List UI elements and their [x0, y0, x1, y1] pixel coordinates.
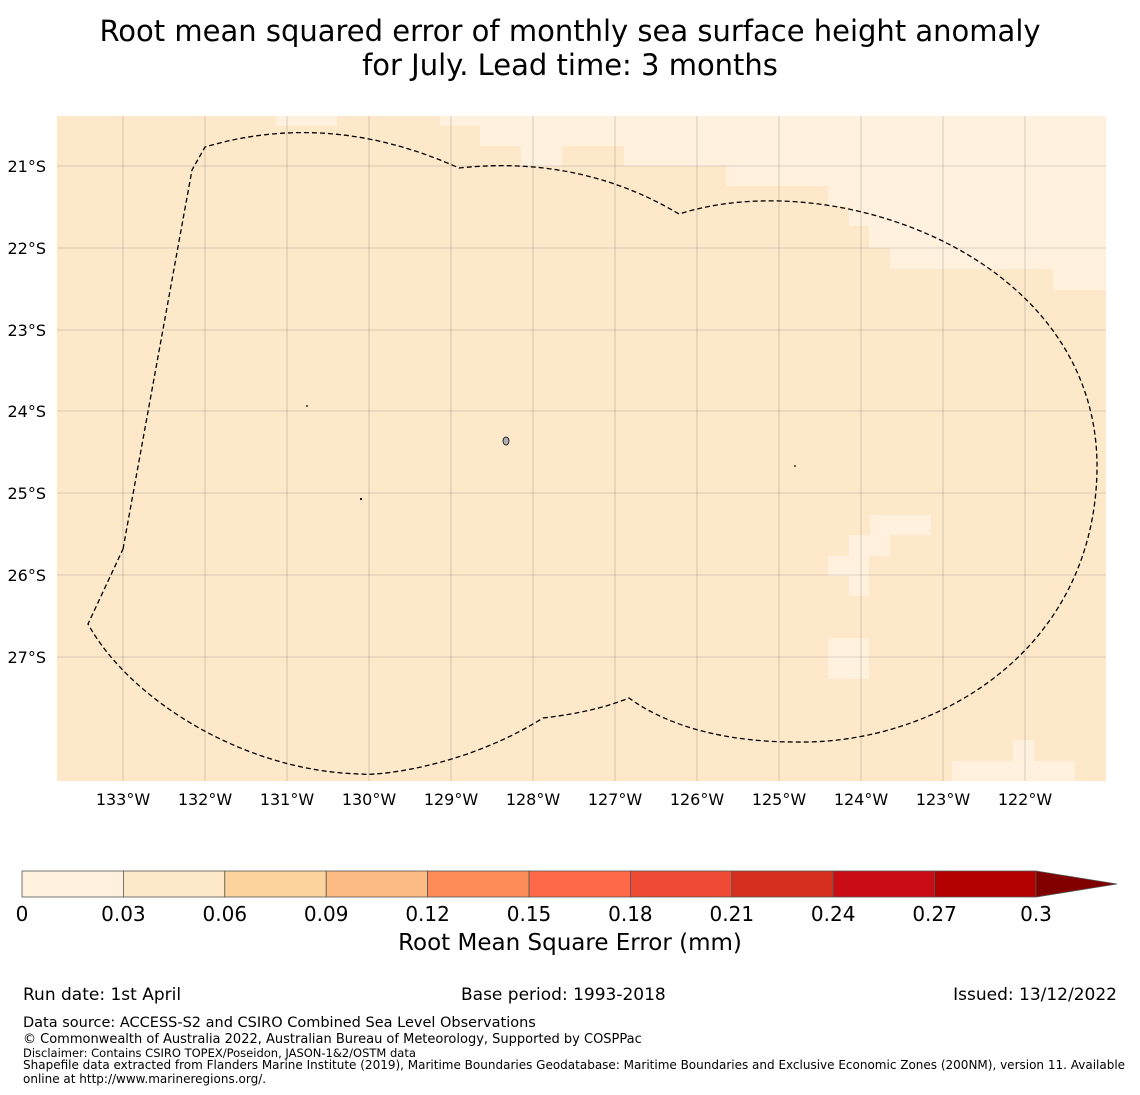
- title-line-2: for July. Lead time: 3 months: [362, 48, 778, 82]
- lon-label: 122°W: [998, 790, 1053, 809]
- lon-label: 131°W: [260, 790, 315, 809]
- shapefile-credit: Shapefile data extracted from Flanders M…: [23, 1058, 1126, 1086]
- issued-date: Issued: 13/12/2022: [953, 985, 1117, 1005]
- lon-label: 125°W: [752, 790, 807, 809]
- lat-label: 23°S: [7, 321, 46, 340]
- lat-label: 24°S: [7, 402, 46, 421]
- colorbar-tick-label: 0.27: [912, 902, 957, 926]
- lon-label: 129°W: [424, 790, 479, 809]
- lon-label: 124°W: [834, 790, 889, 809]
- colorbar-swatch: [427, 870, 530, 898]
- colorbar-tick-label: 0: [16, 902, 29, 926]
- colorbar-swatch: [832, 870, 936, 898]
- colorbar-tick-label: 0.15: [507, 902, 552, 926]
- island: [502, 436, 510, 446]
- base-period: Base period: 1993-2018: [461, 985, 666, 1005]
- colorbar-swatch: [630, 870, 733, 898]
- longitude-labels: 133°W 132°W 131°W 130°W 129°W 128°W 127°…: [96, 790, 1053, 809]
- lon-label: 132°W: [178, 790, 233, 809]
- island: [359, 497, 363, 501]
- colorbar-swatch: [528, 870, 631, 898]
- colorbar-tick-label: 0.24: [811, 902, 856, 926]
- colorbar-label: Root Mean Square Error (mm): [398, 930, 742, 956]
- lon-label: 133°W: [96, 790, 151, 809]
- lon-label: 126°W: [670, 790, 725, 809]
- colorbar-tick-label: 0.09: [304, 902, 349, 926]
- lat-label: 25°S: [7, 484, 46, 503]
- colorbar-swatch: [224, 870, 327, 898]
- colorbar-swatch: [731, 870, 834, 898]
- eez-boundary: [87, 131, 1098, 775]
- lat-label: 21°S: [7, 157, 46, 176]
- data-source: Data source: ACCESS-S2 and CSIRO Combine…: [23, 1015, 536, 1031]
- colorbar-swatch: [325, 870, 429, 898]
- lat-label: 26°S: [7, 566, 46, 585]
- lon-label: 130°W: [342, 790, 397, 809]
- colorbar-tick-label: 0.12: [405, 902, 450, 926]
- lon-label: 127°W: [588, 790, 643, 809]
- colorbar-tick-label: 0.21: [710, 902, 755, 926]
- copyright: © Commonwealth of Australia 2022, Austra…: [23, 1032, 642, 1047]
- colorbar-tick-label: 0.03: [101, 902, 146, 926]
- gridlines: [57, 116, 1106, 781]
- island: [794, 465, 796, 467]
- colorbar-swatch: [21, 870, 124, 898]
- colorbar-swatch: [934, 870, 1037, 898]
- colorbar-tick-label: 0.18: [608, 902, 653, 926]
- colorbar-extend-arrow: [1035, 870, 1118, 898]
- low-error-cells: [276, 116, 1106, 781]
- colorbar-swatch: [123, 870, 226, 898]
- colorbar-tick-label: 0.3: [1020, 902, 1052, 926]
- rmse-map: 21°S 22°S 23°S 24°S 25°S 26°S 27°S 133°W…: [7, 116, 1118, 926]
- title-line-1: Root mean squared error of monthly sea s…: [99, 14, 1041, 48]
- latitude-labels: 21°S 22°S 23°S 24°S 25°S 26°S 27°S: [7, 157, 46, 667]
- colorbar: 0 0.03 0.06 0.09 0.12 0.15 0.18 0.21 0.24 0.27 0.3: [16, 870, 1118, 926]
- run-date: Run date: 1st April: [23, 985, 182, 1005]
- lon-label: 123°W: [916, 790, 971, 809]
- map-title: Root mean squared error of monthly sea s…: [0, 14, 1140, 82]
- lon-label: 128°W: [506, 790, 561, 809]
- island: [306, 405, 308, 407]
- lat-label: 27°S: [7, 648, 46, 667]
- disclaimer: Disclaimer: Contains CSIRO TOPEX/Poseido…: [23, 1046, 416, 1060]
- colorbar-tick-label: 0.06: [203, 902, 248, 926]
- lat-label: 22°S: [7, 239, 46, 258]
